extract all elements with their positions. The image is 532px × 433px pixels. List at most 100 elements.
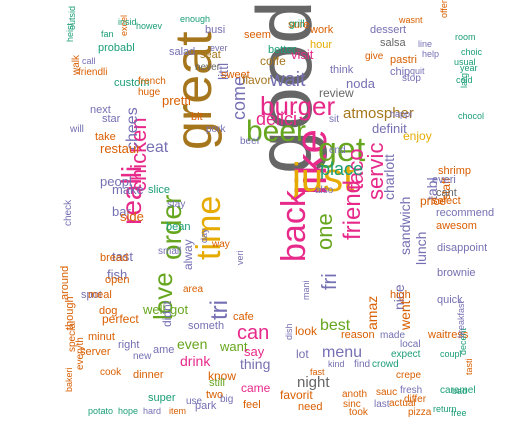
word-get: get xyxy=(318,131,366,169)
word-line: line xyxy=(418,39,433,49)
word-can: can xyxy=(237,322,270,344)
word-went: went xyxy=(397,300,413,330)
word-cant: cant xyxy=(436,187,457,199)
word-recommend: recommend xyxy=(436,207,495,219)
word-potato: potato xyxy=(88,406,114,416)
word-year: year xyxy=(460,63,478,73)
word-say: say xyxy=(244,344,265,359)
word-breakfast: breakfast xyxy=(456,300,466,338)
word-sweet: sweet xyxy=(221,69,250,81)
word-dish: dish xyxy=(284,323,294,340)
word-wasnt: wasnt xyxy=(399,15,423,25)
word-way: way xyxy=(212,239,230,250)
word-just: just xyxy=(292,156,355,200)
word-dessert: dessert xyxy=(370,24,407,36)
word-wait: wait xyxy=(270,69,306,91)
word-lot: lot xyxy=(296,347,309,361)
word-day: day xyxy=(199,228,209,243)
word-cafe: cafe xyxy=(233,311,254,323)
word-chocol: chocol xyxy=(458,111,485,121)
word-beef: beef xyxy=(240,136,260,147)
word-star: star xyxy=(102,113,121,125)
word-end: end xyxy=(329,145,346,156)
word-need: need xyxy=(298,401,323,413)
word-busi: busi xyxy=(205,24,226,36)
word-restaur: restaur xyxy=(100,141,141,156)
word-use: use xyxy=(186,396,203,407)
word-hope: hope xyxy=(118,406,139,416)
word-french: french xyxy=(138,76,166,87)
word-area: area xyxy=(183,284,204,295)
word-place: place xyxy=(320,159,364,179)
word-friendli: friendli xyxy=(78,67,108,78)
word-huge: huge xyxy=(138,87,161,98)
word-small: small xyxy=(158,246,182,257)
word-reason: reason xyxy=(341,329,375,341)
word-sinc: sinc xyxy=(343,399,361,410)
word-sauc: sauc xyxy=(376,387,398,398)
word-made: made xyxy=(380,330,406,341)
word-super: super xyxy=(148,392,176,404)
word-think: think xyxy=(330,64,354,76)
word-open: open xyxy=(105,274,130,286)
word-return: return xyxy=(433,404,457,414)
word-grill: grill xyxy=(289,19,305,30)
word-new: new xyxy=(133,351,152,362)
word-park: park xyxy=(195,400,217,412)
word-tast: tast xyxy=(112,249,133,264)
word-lunch: lunch xyxy=(413,231,429,265)
word-peopl: peopl xyxy=(100,174,132,189)
word-sure: sure xyxy=(288,19,310,31)
word-disappoint: disappoint xyxy=(437,242,488,254)
word-one: one xyxy=(312,213,337,250)
word-pizza: pizza xyxy=(408,407,432,418)
word-feel: feel xyxy=(243,399,261,411)
word-meal: meal xyxy=(88,289,112,301)
word-give: give xyxy=(365,51,384,62)
word-slice: slice xyxy=(148,184,171,196)
word-tasti: tasti xyxy=(464,358,474,375)
word-hard: hard xyxy=(143,406,162,416)
word-hour: hour xyxy=(310,39,333,51)
word-menu: menu xyxy=(322,344,363,361)
word-fast: fast xyxy=(310,367,325,377)
word-brownie: brownie xyxy=(437,267,476,279)
word-tri: tri xyxy=(206,300,233,320)
word-quick: quick xyxy=(437,294,463,306)
word-crepe: crepe xyxy=(396,370,422,381)
word-visit: visit xyxy=(291,47,314,62)
word-custom: custom xyxy=(114,77,150,89)
word-offer: offer xyxy=(439,0,449,18)
word-high: high xyxy=(390,289,411,301)
word-best: best xyxy=(320,317,351,334)
word-usual: usual xyxy=(454,57,476,67)
word-spot: spot xyxy=(81,289,102,301)
word-differ: differ xyxy=(404,394,427,405)
word-thing: thing xyxy=(240,356,271,372)
word-last: last xyxy=(374,399,390,410)
word-delici: delici xyxy=(256,109,298,129)
word-mani: mani xyxy=(301,280,311,300)
word-fresh: fresh xyxy=(400,385,423,396)
word-quit: quit xyxy=(410,66,425,76)
word-call: call xyxy=(82,56,96,66)
word-big: big xyxy=(220,394,234,405)
word-even: even xyxy=(177,336,208,352)
word-room: room xyxy=(455,32,476,42)
word-larg: larg xyxy=(459,72,469,88)
word-veri: veri xyxy=(235,250,245,265)
word-burger: burger xyxy=(260,91,336,121)
word-dog: dog xyxy=(99,305,118,317)
word-night: night xyxy=(297,374,330,391)
word-shrimp: shrimp xyxy=(438,165,472,177)
word-know: know xyxy=(208,369,237,383)
word-charlott: charlott xyxy=(381,154,397,200)
word-beer: beer xyxy=(246,115,307,148)
word-fri: fri xyxy=(319,273,341,290)
word-atmospher: atmospher xyxy=(343,105,414,122)
word-anoth: anoth xyxy=(342,389,368,400)
word-pretti: pretti xyxy=(162,93,191,108)
word-bean: bean xyxy=(166,221,191,233)
word-will: will xyxy=(70,124,84,135)
